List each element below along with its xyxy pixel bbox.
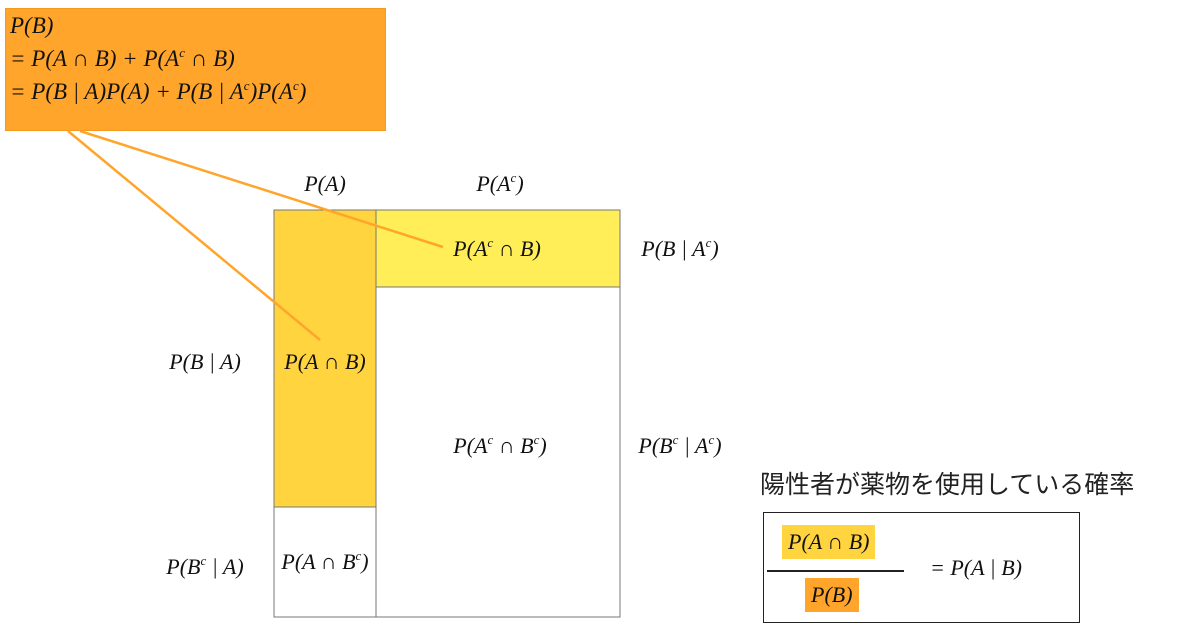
cell-a-and-bc	[273, 506, 377, 618]
column-label-ac: P(Ac)	[476, 170, 524, 196]
row-label-bc-given-a: P(Bc | A)	[166, 553, 244, 579]
cell-label-a-and-bc: P(A ∩ Bc)	[281, 548, 369, 574]
column-label-a: P(A)	[304, 171, 346, 196]
formula-line: P(B)	[10, 13, 54, 38]
fraction-bar	[767, 570, 904, 572]
result-formula-box: P(A ∩ B) P(B) = P(A | B)	[763, 512, 1080, 623]
row-label-bc-given-ac: P(Bc | Ac)	[638, 432, 722, 458]
cell-a-and-b	[273, 209, 377, 508]
connector-line-ac-and-b	[79, 129, 444, 249]
cell-label-a-and-b: P(A ∩ B)	[284, 349, 366, 374]
result-caption: 陽性者が薬物を使用している確率	[760, 470, 1135, 499]
formula-box-p-b: P(B) = P(A ∩ B) + P(Ac ∩ B) = P(B | A)P(…	[5, 8, 386, 131]
cell-ac-and-bc	[375, 286, 621, 618]
formula-line: = P(B | A)P(A) + P(B | Ac)P(Ac)	[10, 78, 307, 104]
fraction-denominator: P(B)	[805, 578, 859, 612]
formula-line: = P(A ∩ B) + P(Ac ∩ B)	[10, 45, 235, 71]
result-rhs: = P(A | B)	[930, 555, 1022, 580]
cell-label-ac-and-bc: P(Ac ∩ Bc)	[453, 432, 547, 458]
row-label-b-given-ac: P(B | Ac)	[641, 235, 719, 261]
cell-label-ac-and-b: P(Ac ∩ B)	[453, 235, 541, 261]
cell-ac-and-b	[375, 209, 621, 288]
connector-line-a-and-b	[67, 130, 321, 341]
fraction-numerator: P(A ∩ B)	[782, 525, 876, 559]
row-label-b-given-a: P(B | A)	[169, 349, 241, 374]
